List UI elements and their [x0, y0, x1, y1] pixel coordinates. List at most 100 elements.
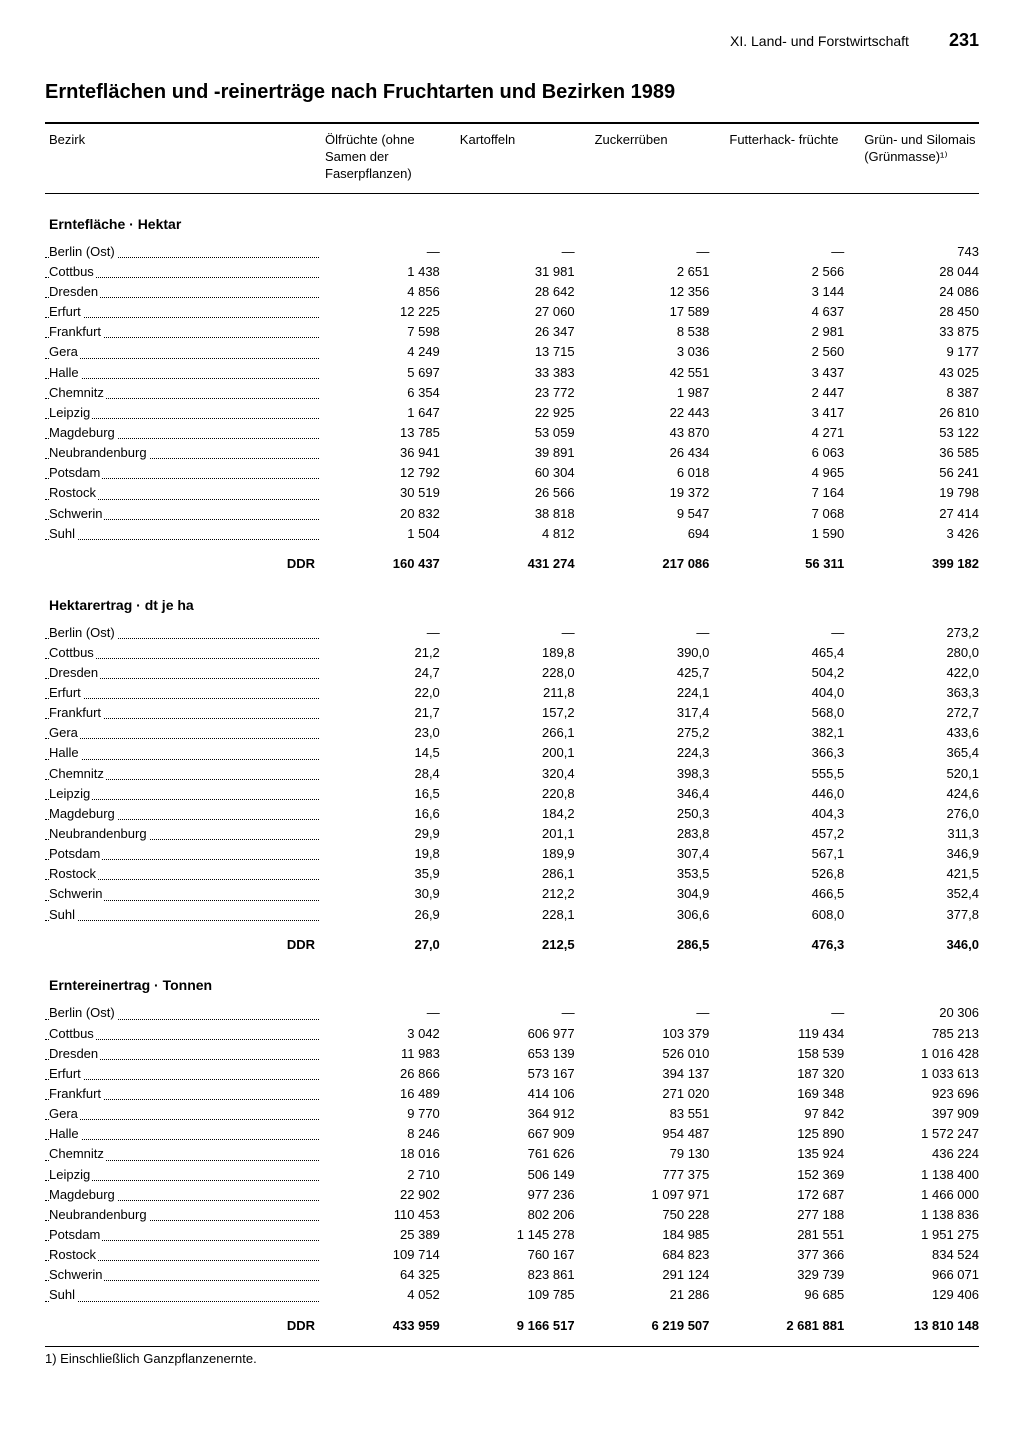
total-cell: 9 166 517 [460, 1316, 595, 1337]
cell: 743 [864, 242, 979, 262]
footnote: 1) Einschließlich Ganzpflanzenernte. [45, 1346, 979, 1366]
table-row: Potsdam25 3891 145 278184 985281 5511 95… [45, 1225, 979, 1245]
row-label: Gera [45, 1104, 325, 1124]
cell: 2 447 [729, 383, 864, 403]
row-label: Cottbus [45, 643, 325, 663]
cell: 834 524 [864, 1245, 979, 1265]
data-table: Bezirk Ölfrüchte (ohne Samen der Faserpf… [45, 122, 979, 1336]
cell: 224,1 [595, 683, 730, 703]
cell: 346,9 [864, 844, 979, 864]
cell: 189,8 [460, 643, 595, 663]
table-row: Schwerin20 83238 8189 5477 06827 414 [45, 504, 979, 524]
total-row: DDR27,0212,5286,5476,3346,0 [45, 925, 979, 956]
cell: 64 325 [325, 1265, 460, 1285]
table-row: Schwerin30,9212,2304,9466,5352,4 [45, 884, 979, 904]
cell: 2 710 [325, 1165, 460, 1185]
cell: 97 842 [729, 1104, 864, 1124]
cell: 200,1 [460, 743, 595, 763]
cell: 4 249 [325, 342, 460, 362]
row-label: Potsdam [45, 1225, 325, 1245]
cell: 966 071 [864, 1265, 979, 1285]
table-row: Magdeburg16,6184,2250,3404,3276,0 [45, 804, 979, 824]
cell: 823 861 [460, 1265, 595, 1285]
total-label: DDR [45, 1316, 325, 1337]
row-label: Suhl [45, 524, 325, 544]
cell: 12 225 [325, 302, 460, 322]
cell: 26 434 [595, 443, 730, 463]
cell: 684 823 [595, 1245, 730, 1265]
cell: 365,4 [864, 743, 979, 763]
cell: 187 320 [729, 1064, 864, 1084]
cell: 125 890 [729, 1124, 864, 1144]
cell: 433,6 [864, 723, 979, 743]
cell: 24,7 [325, 663, 460, 683]
cell: 33 875 [864, 322, 979, 342]
cell: 36 941 [325, 443, 460, 463]
cell: 53 059 [460, 423, 595, 443]
row-label: Erfurt [45, 302, 325, 322]
table-row: Magdeburg13 78553 05943 8704 27153 122 [45, 423, 979, 443]
cell: 228,0 [460, 663, 595, 683]
cell: 169 348 [729, 1084, 864, 1104]
table-row: Dresden4 85628 64212 3563 14424 086 [45, 282, 979, 302]
cell: 1 590 [729, 524, 864, 544]
cell: 954 487 [595, 1124, 730, 1144]
cell: 19 798 [864, 483, 979, 503]
table-row: Erfurt12 22527 06017 5894 63728 450 [45, 302, 979, 322]
cell: 2 981 [729, 322, 864, 342]
cell: 152 369 [729, 1165, 864, 1185]
cell: 4 812 [460, 524, 595, 544]
row-label: Dresden [45, 1044, 325, 1064]
row-label: Rostock [45, 864, 325, 884]
table-row: Halle5 69733 38342 5513 43743 025 [45, 363, 979, 383]
row-label: Frankfurt [45, 703, 325, 723]
cell: 271 020 [595, 1084, 730, 1104]
cell: 12 792 [325, 463, 460, 483]
table-row: Suhl1 5044 8126941 5903 426 [45, 524, 979, 544]
cell: 1 987 [595, 383, 730, 403]
cell: 4 856 [325, 282, 460, 302]
cell: 329 739 [729, 1265, 864, 1285]
cell: 364 912 [460, 1104, 595, 1124]
cell: 16,6 [325, 804, 460, 824]
table-row: Rostock30 51926 56619 3727 16419 798 [45, 483, 979, 503]
cell: 5 697 [325, 363, 460, 383]
cell: 135 924 [729, 1144, 864, 1164]
section-title: Hektarertrag · dt je ha [45, 575, 979, 623]
cell: 1 033 613 [864, 1064, 979, 1084]
cell: 7 164 [729, 483, 864, 503]
cell: 13 785 [325, 423, 460, 443]
section-title: Erntefläche · Hektar [45, 194, 979, 242]
cell: 1 572 247 [864, 1124, 979, 1144]
row-label: Chemnitz [45, 1144, 325, 1164]
total-cell: 56 311 [729, 554, 864, 575]
cell: — [729, 623, 864, 643]
cell: 555,5 [729, 764, 864, 784]
cell: 11 983 [325, 1044, 460, 1064]
cell: 21 286 [595, 1285, 730, 1305]
cell: 158 539 [729, 1044, 864, 1064]
cell: 3 144 [729, 282, 864, 302]
table-row: Potsdam19,8189,9307,4567,1346,9 [45, 844, 979, 864]
cell: 346,4 [595, 784, 730, 804]
cell: 567,1 [729, 844, 864, 864]
cell: 3 036 [595, 342, 730, 362]
col-header-1: Ölfrüchte (ohne Samen der Faserpflanzen) [325, 132, 460, 183]
cell: — [460, 242, 595, 262]
page-title: Ernteflächen und -reinerträge nach Fruch… [45, 81, 979, 104]
cell: 26 866 [325, 1064, 460, 1084]
cell: 53 122 [864, 423, 979, 443]
cell: 23 772 [460, 383, 595, 403]
cell: — [595, 1003, 730, 1023]
cell: 28 044 [864, 262, 979, 282]
cell: 1 647 [325, 403, 460, 423]
cell: 377,8 [864, 905, 979, 925]
cell: 436 224 [864, 1144, 979, 1164]
row-label: Neubrandenburg [45, 443, 325, 463]
table-row: Neubrandenburg29,9201,1283,8457,2311,3 [45, 824, 979, 844]
cell: 266,1 [460, 723, 595, 743]
cell: 79 130 [595, 1144, 730, 1164]
cell: 172 687 [729, 1185, 864, 1205]
cell: 457,2 [729, 824, 864, 844]
row-label: Leipzig [45, 784, 325, 804]
